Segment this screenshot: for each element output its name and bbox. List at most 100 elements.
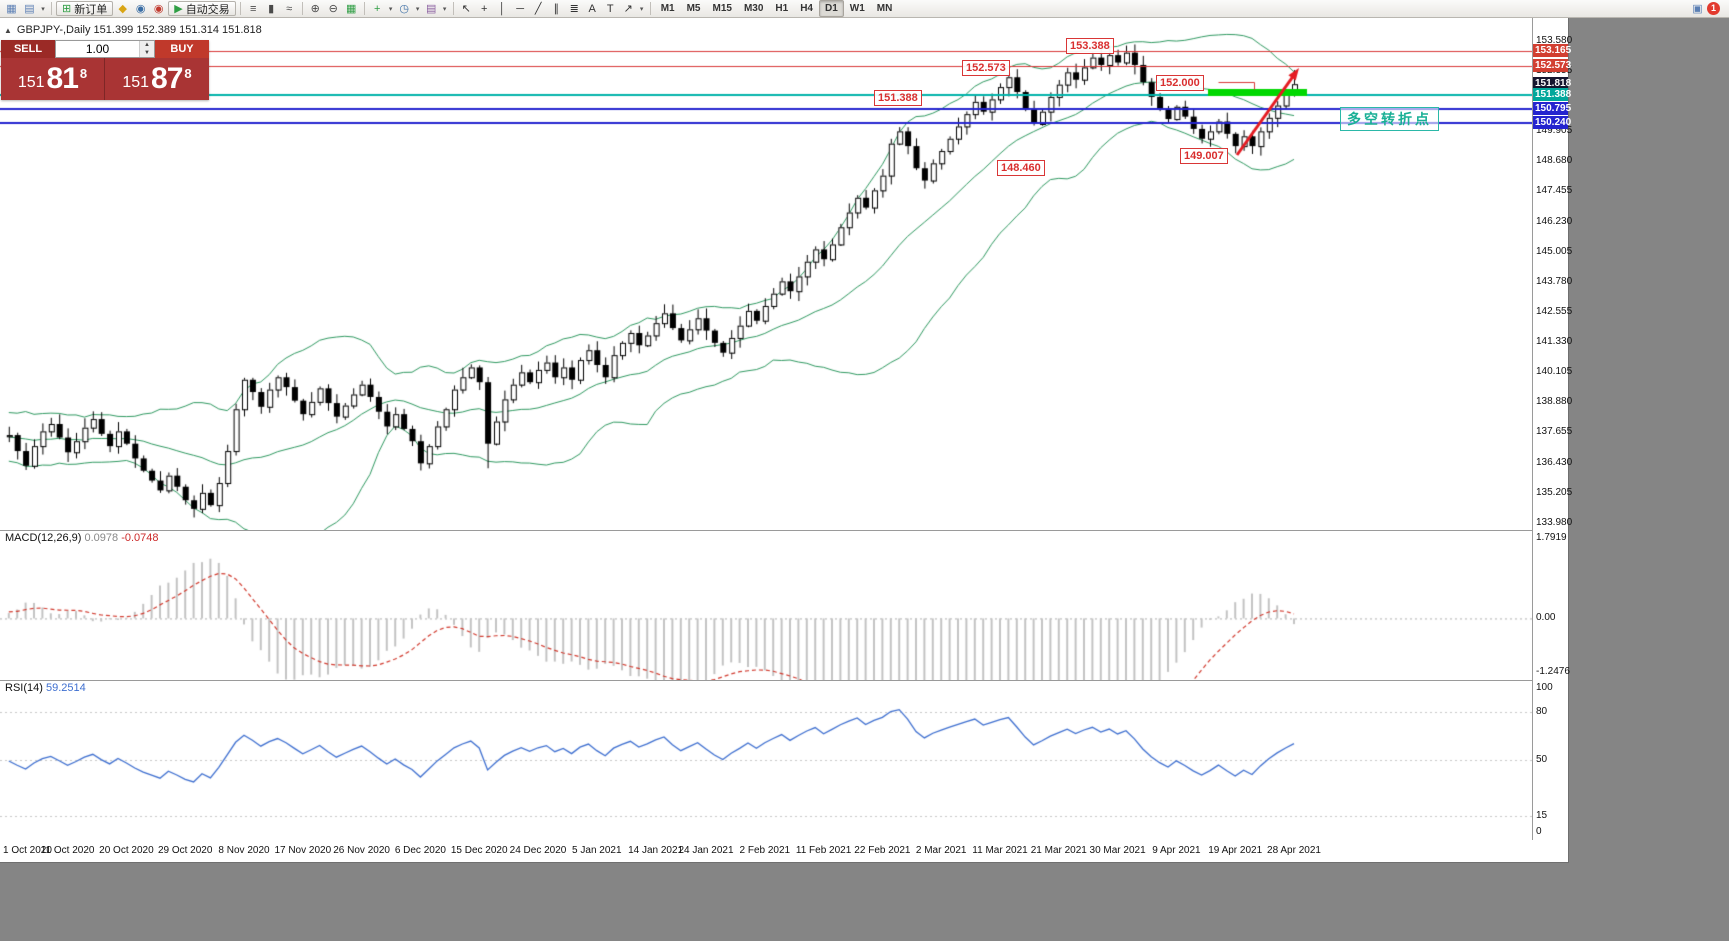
zoom-in-icon[interactable]: ⊕ [310,3,320,15]
time-axis-label: 2 Mar 2021 [915,845,967,856]
periods-icon[interactable]: ◷ [399,3,409,15]
price-callout-label[interactable]: 151.388 [874,90,922,106]
price-axis-tick: 149.905 [1536,125,1573,137]
indicators-icon[interactable]: + [373,2,381,15]
price-axis-tick: 143.780 [1536,275,1573,287]
volume-up-icon[interactable]: ▲ [140,41,154,49]
timeframe-h1[interactable]: H1 [775,3,789,14]
toolbar-separator [452,2,454,15]
price-callout-label[interactable]: 153.388 [1066,38,1114,54]
time-axis-label: 22 Feb 2021 [854,845,911,856]
toolbar-separator [51,2,52,15]
bar-chart-type-icon[interactable]: ≡ [249,2,257,15]
timeframe-h4[interactable]: H4 [800,3,813,14]
symbol-ohlc-text: GBPJPY-,Daily 151.399 152.389 151.314 15… [16,24,262,36]
rsi-panel-canvas[interactable] [0,680,1532,840]
crosshair-icon[interactable]: + [480,2,488,15]
chart-profiles-icon[interactable]: ▤ [24,3,35,15]
price-callout-label[interactable]: 149.007 [1180,148,1228,164]
rsi-name: RSI(14) [5,682,43,694]
rsi-axis-tick: 80 [1536,706,1548,717]
time-axis-label: 11 Oct 2020 [40,845,95,856]
new-order-icon: ⊞ [62,3,72,15]
channel-icon[interactable]: ∥ [553,3,559,15]
timeframe-m1[interactable]: M1 [660,3,675,14]
horizontal-line-icon[interactable]: ─ [516,2,525,15]
line-chart-type-icon[interactable]: ≈ [286,2,293,15]
new-order-button[interactable]: ⊞ 新订单 [56,1,114,16]
label-icon[interactable]: T [606,2,614,15]
rsi-axis-tick: 100 [1536,682,1553,693]
price-axis-tick: 142.555 [1536,305,1573,317]
arrows-tool-icon[interactable]: ↗ [623,3,633,15]
time-axis-label: 21 Mar 2021 [1030,845,1087,856]
dropdown-caret-icon[interactable]: ▾ [415,5,420,13]
candlestick-chart-type-icon[interactable]: ▮ [268,3,275,15]
time-axis-label: 9 Apr 2021 [1152,845,1201,856]
volume-input[interactable] [56,41,139,57]
panel-separator[interactable] [0,530,1568,531]
time-axis-label: 2 Feb 2021 [739,845,791,856]
dropdown-caret-icon[interactable]: ▾ [388,5,393,13]
new-chart-icon[interactable]: ▦ [6,3,17,15]
collapse-ohlc-toggle-icon[interactable]: ▲ [4,25,12,35]
templates-icon[interactable]: ▤ [425,3,437,15]
chart-window: ▲ GBPJPY-,Daily 151.399 152.389 151.314 … [0,18,1572,863]
cursor-icon[interactable]: ↖ [461,3,471,15]
price-axis-marker: 150.240 [1533,116,1572,129]
notifications-icon[interactable]: ▣ [1692,3,1703,15]
timeframe-m15[interactable]: M15 [712,3,732,14]
price-axis-tick: 148.680 [1536,155,1573,167]
timeframe-w1[interactable]: W1 [849,3,865,14]
text-icon[interactable]: A [588,2,596,15]
price-axis-marker: 151.818 [1533,77,1572,91]
workspace-background-bottom [0,863,1569,941]
price-callout-label[interactable]: 148.460 [997,160,1045,176]
time-axis-label: 8 Nov 2020 [218,845,270,856]
trendline-icon[interactable]: ╱ [534,3,542,15]
timeframe-m30[interactable]: M30 [743,3,764,14]
price-axis-tick: 145.005 [1536,245,1573,257]
metaeditor-icon[interactable]: ◆ [118,3,127,15]
chart-note-annotation[interactable]: 多空转折点 [1340,107,1439,131]
fibonacci-icon[interactable]: ≣ [569,3,579,15]
price-chart-canvas[interactable] [0,18,1532,530]
price-axis-tick: 137.655 [1536,426,1573,438]
time-axis-label: 30 Mar 2021 [1089,845,1146,856]
timeframe-mn[interactable]: MN [876,3,893,14]
time-axis-label: 24 Jan 2021 [678,845,734,856]
dropdown-caret-icon[interactable]: ▾ [442,5,447,13]
notification-badge[interactable]: 1 [1707,2,1720,15]
ask-price-button[interactable]: 151 87 8 [105,58,209,100]
vertical-line-icon[interactable]: │ [498,2,506,15]
timeframe-d1[interactable]: D1 [819,0,844,17]
macd-panel-canvas[interactable] [0,530,1532,680]
price-axis-tick: 147.455 [1536,185,1573,197]
price-axis-marker: 151.388 [1533,87,1572,101]
market-watch-icon[interactable]: ◉ [135,3,146,15]
dropdown-caret-icon[interactable]: ▾ [41,5,45,13]
bid-price-button[interactable]: 151 81 8 [1,58,105,100]
price-axis[interactable]: 153.580152.355149.905148.680147.455146.2… [1532,18,1572,840]
zoom-out-icon[interactable]: ⊖ [328,3,338,15]
buy-button[interactable]: BUY [155,40,209,58]
timeframe-m5[interactable]: M5 [686,3,701,14]
new-order-button-label: 新订单 [74,3,108,16]
sell-button[interactable]: SELL [1,40,55,58]
bid-main: 81 [46,62,79,95]
dropdown-caret-icon[interactable]: ▾ [639,5,644,13]
time-axis[interactable]: 1 Oct 2020 11 Oct 2020 20 Oct 2020 29 Oct 2… [0,840,1568,862]
bid-prefix: 151 [17,74,45,91]
toolbar-separator [301,2,303,15]
price-callout-label[interactable]: 152.000 [1156,75,1204,91]
autotrading-button[interactable]: ▶ 自动交易 [168,1,236,16]
price-callout-label[interactable]: 152.573 [962,60,1010,76]
panel-separator[interactable] [0,680,1568,681]
macd-indicator-label: MACD(12,26,9) 0.0978 -0.0748 [5,532,159,544]
volume-down-icon[interactable]: ▼ [140,49,154,57]
rsi-axis-tick: 0 [1536,826,1542,837]
tile-windows-icon[interactable]: ▦ [345,3,357,15]
price-axis-tick: 146.230 [1536,215,1573,227]
alerts-icon[interactable]: ◉ [153,3,164,15]
